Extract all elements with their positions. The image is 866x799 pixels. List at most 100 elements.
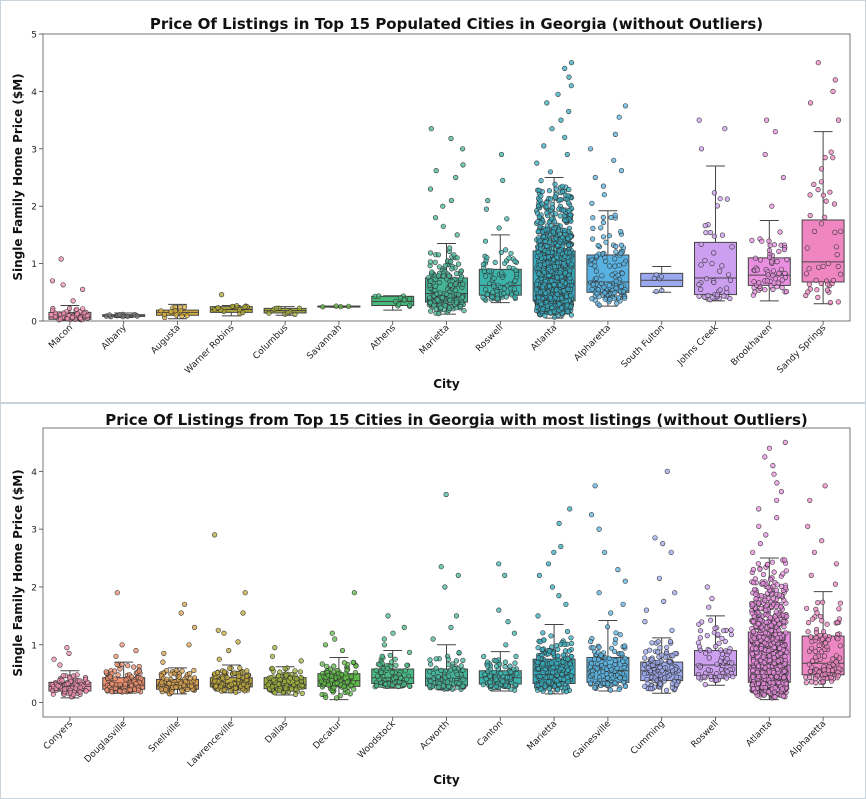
data-point <box>766 653 772 659</box>
data-point <box>766 647 772 654</box>
data-point <box>546 283 553 289</box>
data-point <box>750 667 756 674</box>
data-point <box>818 221 825 227</box>
data-point <box>588 661 595 667</box>
data-point <box>782 439 788 446</box>
data-point <box>435 674 441 680</box>
data-point <box>606 655 612 661</box>
data-point <box>696 621 702 627</box>
data-point <box>70 692 77 698</box>
data-point <box>460 162 466 168</box>
data-point <box>57 662 63 668</box>
data-point <box>612 263 618 269</box>
data-point <box>813 277 819 284</box>
data-point <box>443 491 449 498</box>
data-point <box>433 656 439 662</box>
box-marietta <box>532 506 576 695</box>
data-point <box>594 666 600 672</box>
data-point <box>51 656 57 662</box>
data-point <box>453 658 460 664</box>
data-point <box>490 289 496 295</box>
data-point <box>294 676 300 682</box>
data-point <box>763 607 769 613</box>
data-point <box>556 301 562 307</box>
data-point <box>612 680 618 686</box>
data-point <box>615 566 621 573</box>
data-point <box>763 532 769 538</box>
data-point <box>711 233 718 239</box>
data-point <box>435 252 442 258</box>
data-point <box>558 305 565 311</box>
data-point <box>430 670 437 677</box>
data-point <box>620 601 626 607</box>
data-point <box>562 227 568 233</box>
data-point <box>568 293 574 299</box>
data-point <box>55 683 61 689</box>
data-point <box>566 208 572 214</box>
data-point <box>749 651 755 657</box>
data-point <box>832 581 839 587</box>
data-point <box>221 687 227 693</box>
data-point <box>644 676 650 683</box>
data-point <box>60 310 67 316</box>
data-point <box>766 254 773 260</box>
data-point <box>554 254 560 260</box>
data-point <box>404 676 410 682</box>
data-point <box>806 281 812 287</box>
data-point <box>496 225 502 231</box>
data-point <box>512 681 518 688</box>
data-point <box>134 313 140 319</box>
data-point <box>774 284 780 290</box>
data-point <box>805 619 812 626</box>
data-point <box>772 276 779 282</box>
data-point <box>655 639 661 645</box>
data-point <box>72 685 78 691</box>
data-point <box>761 692 767 698</box>
data-point <box>818 179 825 185</box>
x-tick-label-marietta: Marietta <box>526 719 560 753</box>
data-point <box>622 675 628 682</box>
data-point <box>815 187 821 193</box>
box-lawrenceville <box>209 532 253 695</box>
data-point <box>710 295 716 301</box>
data-point <box>596 526 602 532</box>
data-point <box>117 681 123 688</box>
points-warner-robins <box>212 292 250 317</box>
data-point <box>77 315 83 321</box>
data-point <box>448 197 455 204</box>
data-point <box>540 630 546 636</box>
data-point <box>107 674 113 680</box>
data-point <box>512 294 518 300</box>
data-point <box>323 694 329 701</box>
data-point <box>236 673 242 679</box>
data-point <box>454 255 460 261</box>
data-point <box>393 662 399 668</box>
data-point <box>179 687 185 694</box>
data-point <box>548 674 555 680</box>
data-point <box>762 630 769 636</box>
data-point <box>808 679 815 685</box>
data-point <box>398 675 404 681</box>
data-point <box>601 192 607 198</box>
data-point <box>283 685 289 691</box>
data-point <box>484 255 490 261</box>
data-point <box>827 189 833 195</box>
data-point <box>511 666 517 672</box>
data-point <box>566 186 572 193</box>
points-cumming <box>641 468 682 694</box>
data-point <box>562 217 568 223</box>
data-point <box>166 681 172 687</box>
data-point <box>613 278 619 284</box>
data-point <box>560 207 567 213</box>
data-point <box>768 622 774 628</box>
data-point <box>551 314 558 320</box>
y-tick-label: 3 <box>31 526 37 536</box>
data-point <box>215 627 221 633</box>
points-atlanta <box>533 60 575 320</box>
data-point <box>562 270 568 276</box>
data-point <box>546 685 553 692</box>
data-point <box>805 629 811 635</box>
data-point <box>214 670 221 676</box>
data-point <box>266 310 272 316</box>
data-point <box>70 673 77 679</box>
